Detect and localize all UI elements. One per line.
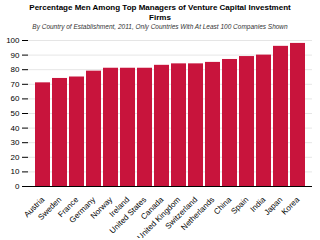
svg-text:50: 50 [11,109,20,118]
svg-text:Germany: Germany [67,195,98,225]
svg-text:Canada: Canada [139,195,166,222]
svg-text:Japan: Japan [262,195,284,217]
svg-text:Ireland: Ireland [107,195,132,219]
html-text:By Country of Establishment, 2: By Country of Establishment, 2011, Only … [32,23,288,31]
svg-text:Sweden: Sweden [36,195,64,222]
svg-text:90: 90 [11,51,20,60]
svg-text:Austria: Austria [22,195,47,220]
svg-text:20: 20 [11,153,20,162]
html-text:Percentage Men Among Top Manag: Percentage Men Among Top Managers of Ven… [29,3,291,22]
svg-text:100: 100 [6,36,20,45]
svg-text:United States: United States [107,195,149,236]
svg-text:80: 80 [11,65,20,74]
svg-text:0: 0 [15,182,20,191]
svg-text:Switzerland: Switzerland [163,195,200,231]
svg-text:40: 40 [11,124,20,133]
svg-text:Korea: Korea [280,195,302,217]
svg-text:France: France [56,195,81,220]
svg-text:30: 30 [11,138,20,147]
svg-text:China: China [212,195,234,217]
svg-text:70: 70 [11,80,20,89]
svg-text:Spain: Spain [229,195,250,216]
svg-text:60: 60 [11,94,20,103]
svg-text:India: India [248,195,268,214]
svg-text:Norway: Norway [89,195,115,221]
svg-text:Netherlands: Netherlands [179,195,216,232]
svg-text:10: 10 [11,167,20,176]
